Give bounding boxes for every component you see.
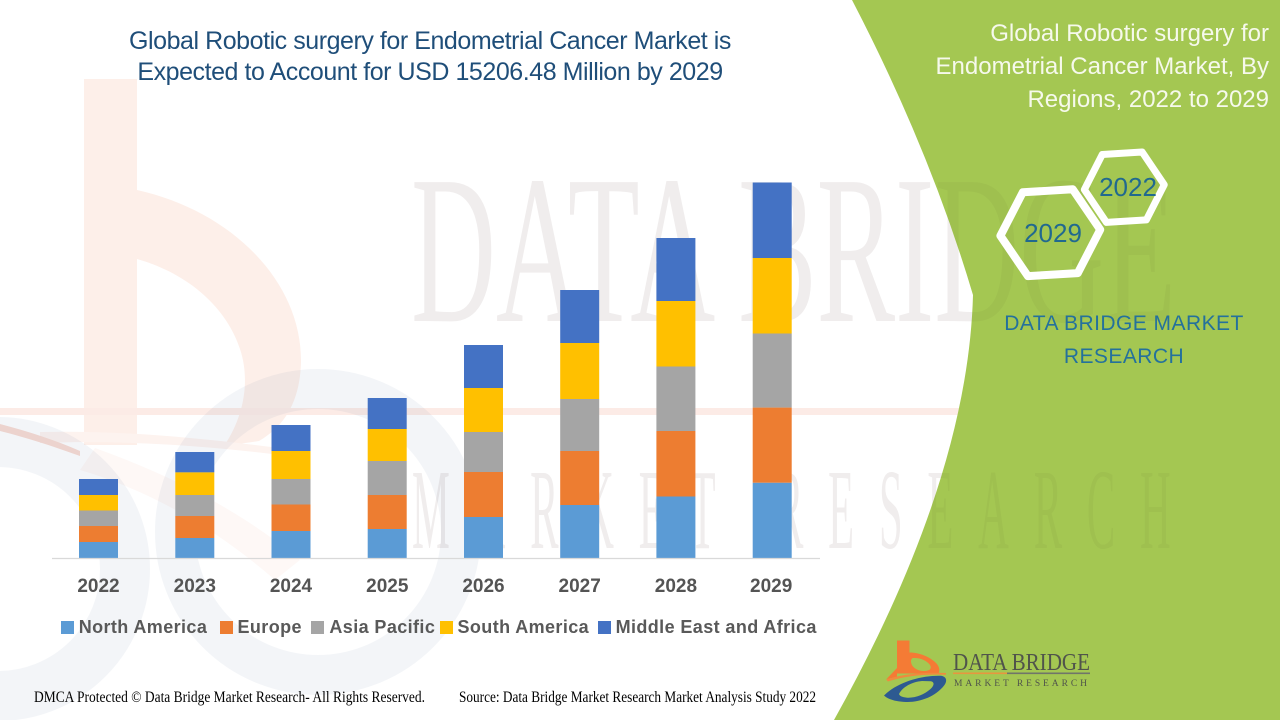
svg-text:MARKET RESEARCH: MARKET RESEARCH xyxy=(954,679,1091,689)
svg-text:DMCA Protected © Data Bridge M: DMCA Protected © Data Bridge Market Rese… xyxy=(34,689,425,706)
svg-text:DATA BRIDGE: DATA BRIDGE xyxy=(953,650,1090,676)
svg-text:Source: Data Bridge Market Res: Source: Data Bridge Market Research Mark… xyxy=(459,689,816,706)
